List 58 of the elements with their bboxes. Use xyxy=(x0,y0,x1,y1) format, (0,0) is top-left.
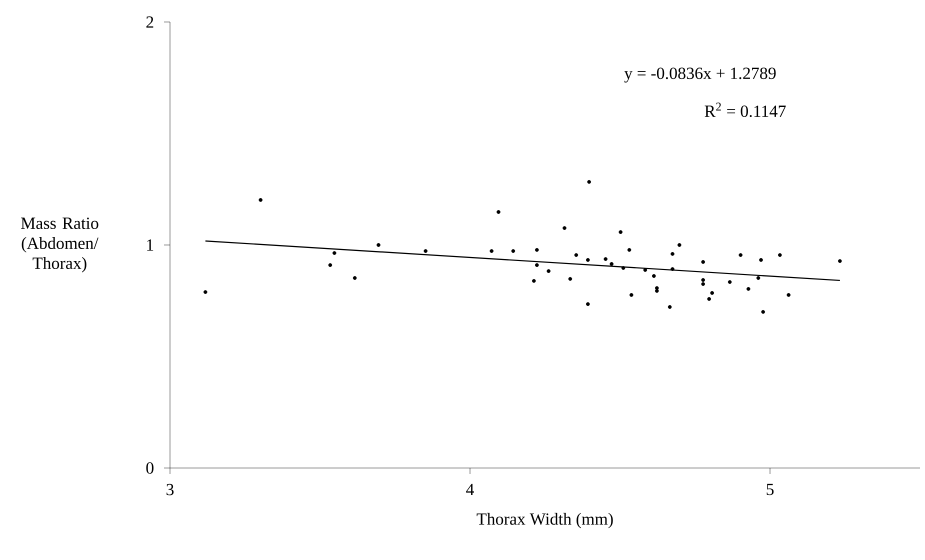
point xyxy=(728,280,732,284)
point xyxy=(759,258,763,262)
point xyxy=(562,226,566,230)
point xyxy=(574,253,578,257)
point xyxy=(738,253,743,257)
point xyxy=(678,243,682,247)
point xyxy=(655,289,659,293)
point xyxy=(204,290,208,294)
point xyxy=(668,305,672,309)
point xyxy=(786,293,791,297)
point xyxy=(604,257,608,261)
annotation: R$^{2}$ = 0.1147 xyxy=(704,102,786,118)
y-tick-label: 2 xyxy=(146,16,154,28)
x-tick-label: 3 xyxy=(166,484,174,496)
point xyxy=(258,198,263,202)
point xyxy=(710,291,714,295)
y-tick-label: 1 xyxy=(147,239,154,251)
point xyxy=(838,259,842,263)
y-tick-label: 0 xyxy=(146,462,154,474)
point xyxy=(376,243,380,247)
point xyxy=(701,260,706,264)
point xyxy=(655,286,659,290)
point xyxy=(630,293,634,297)
x-tick-label: 4 xyxy=(466,484,474,496)
point xyxy=(490,249,494,253)
point xyxy=(670,267,674,271)
point xyxy=(532,279,536,283)
point xyxy=(568,276,572,281)
point xyxy=(586,258,590,262)
point xyxy=(746,287,750,291)
point xyxy=(496,210,500,214)
point xyxy=(535,248,539,252)
point xyxy=(756,276,760,280)
x-tick-label: 5 xyxy=(766,484,774,496)
point xyxy=(707,297,712,301)
point xyxy=(546,269,551,273)
point xyxy=(586,302,590,306)
point xyxy=(332,251,336,255)
point xyxy=(621,266,626,270)
point xyxy=(535,263,539,267)
point xyxy=(778,253,782,257)
point xyxy=(761,310,766,314)
point xyxy=(618,230,623,234)
point xyxy=(652,274,656,278)
point xyxy=(352,276,357,280)
point xyxy=(643,268,648,272)
point xyxy=(424,249,428,253)
point xyxy=(328,263,332,267)
point xyxy=(701,278,706,282)
point xyxy=(627,248,632,252)
point xyxy=(701,282,706,286)
y-axis-title: Mass Ratio (Abdomen/ Thorax) xyxy=(21,218,98,272)
point xyxy=(610,262,614,266)
annotation: y = -0.0836x + 1.2789 xyxy=(624,68,776,83)
point xyxy=(670,252,674,256)
point xyxy=(587,180,592,184)
point xyxy=(511,249,516,253)
x-axis-title: Thorax Width (mm) xyxy=(476,512,613,528)
